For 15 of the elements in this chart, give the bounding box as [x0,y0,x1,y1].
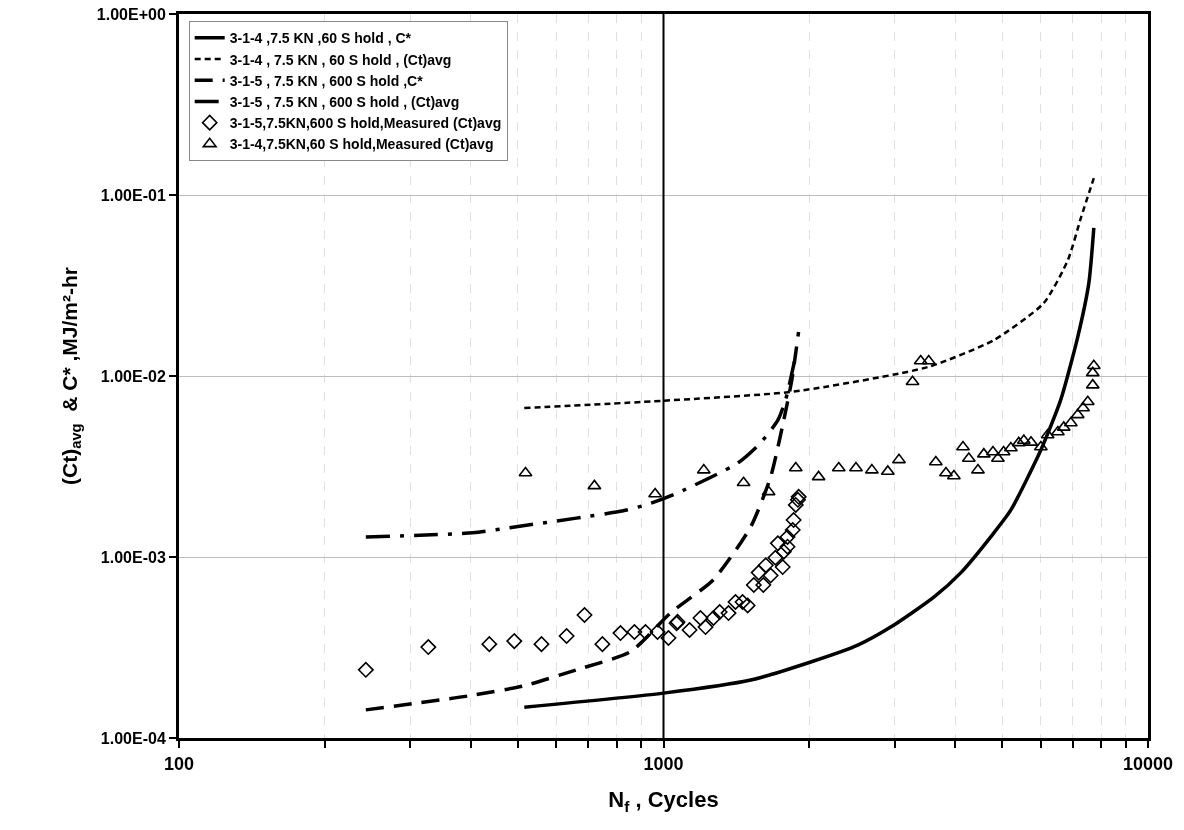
legend-label: 3-1-4,7.5KN,60 S hold,Measured (Ct)avg [229,136,494,153]
legend-label: 3-1-4 ,7.5 KN ,60 S hold , C* [229,30,412,47]
y-tick-label: 1.00E+00 [96,5,166,23]
x-tick-label: 100 [163,753,195,774]
legend-label: 3-1-5 , 7.5 KN , 600 S hold , (Ct)avg [229,93,460,110]
x-tick-label: 10000 [1122,753,1174,774]
y-tick-label: 1.00E-04 [100,729,166,747]
x-tick-label: 1000 [643,753,684,774]
legend-label: 3-1-4 , 7.5 KN , 60 S hold , (Ct)avg [229,51,452,68]
x-axis-title: N$_{f}$ , Cycles [608,787,719,816]
legend-label: 3-1-5 , 7.5 KN , 600 S hold ,C* [229,72,424,89]
y-tick-label: 1.00E-01 [100,186,166,204]
legend-label: 3-1-5,7.5KN,600 S hold,Measured (Ct)avg [229,115,502,132]
y-tick-label: 1.00E-03 [100,548,166,566]
y-tick-label: 1.00E-02 [100,367,166,385]
